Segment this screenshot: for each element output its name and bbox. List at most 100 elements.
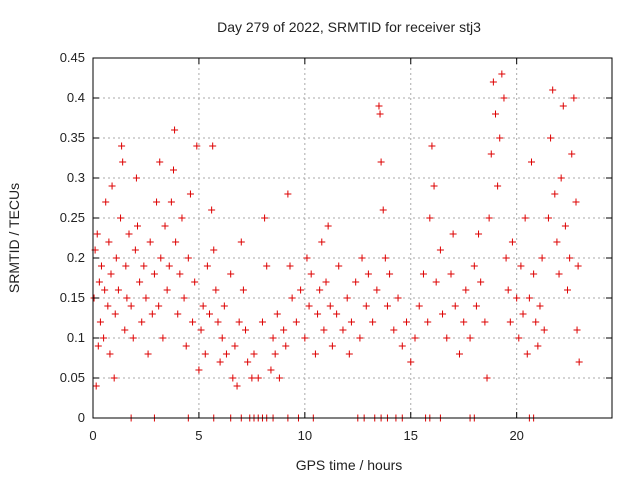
data-point xyxy=(439,310,447,318)
y-axis-ticks: 0 0.05 0.1 0.15 0.2 0.25 0.3 0.35 0.4 0.45 xyxy=(60,50,612,425)
data-point xyxy=(356,334,364,342)
data-point xyxy=(303,254,311,262)
data-point xyxy=(129,334,137,342)
data-point xyxy=(390,326,398,334)
data-point xyxy=(472,302,480,310)
data-point xyxy=(275,374,283,382)
data-point xyxy=(540,326,548,334)
data-point xyxy=(107,270,115,278)
data-point xyxy=(343,294,351,302)
data-point xyxy=(235,318,243,326)
data-point xyxy=(411,334,419,342)
data-point xyxy=(176,270,184,278)
data-point xyxy=(104,302,112,310)
data-point xyxy=(358,254,366,262)
data-point xyxy=(534,342,542,350)
data-point xyxy=(220,302,228,310)
data-point xyxy=(208,206,216,214)
data-point xyxy=(525,294,533,302)
data-point xyxy=(150,270,158,278)
data-point xyxy=(123,294,131,302)
data-point xyxy=(485,214,493,222)
x-axis-label: GPS time / hours xyxy=(296,457,403,473)
data-point xyxy=(379,206,387,214)
data-point xyxy=(377,158,385,166)
data-point xyxy=(339,326,347,334)
y-tick-label: 0.3 xyxy=(67,170,85,185)
data-point xyxy=(551,190,559,198)
data-point xyxy=(561,222,569,230)
data-point xyxy=(254,374,262,382)
y-tick-label: 0.15 xyxy=(60,290,85,305)
data-point xyxy=(326,302,334,310)
data-point xyxy=(553,238,561,246)
data-point xyxy=(403,318,411,326)
data-point xyxy=(496,134,504,142)
data-point xyxy=(311,350,319,358)
data-point xyxy=(508,238,516,246)
data-point xyxy=(197,326,205,334)
data-point xyxy=(373,286,381,294)
data-point xyxy=(248,374,256,382)
data-point xyxy=(121,326,129,334)
data-point xyxy=(491,110,499,118)
data-point xyxy=(94,342,102,350)
data-point xyxy=(101,286,109,294)
data-point xyxy=(530,270,538,278)
data-point xyxy=(318,238,326,246)
data-point xyxy=(324,222,332,230)
data-point xyxy=(280,326,288,334)
data-point xyxy=(519,310,527,318)
data-point xyxy=(146,238,154,246)
data-point xyxy=(494,182,502,190)
x-tick-label: 10 xyxy=(298,428,312,443)
data-point xyxy=(517,262,525,270)
x-tick-label: 0 xyxy=(89,428,96,443)
plot-frame xyxy=(92,57,613,419)
data-point xyxy=(97,262,105,270)
data-point xyxy=(112,254,120,262)
data-point xyxy=(292,318,300,326)
data-point xyxy=(165,262,173,270)
data-point xyxy=(477,278,485,286)
data-point xyxy=(335,262,343,270)
data-point xyxy=(316,286,324,294)
data-point xyxy=(133,222,141,230)
data-point xyxy=(506,318,514,326)
data-point xyxy=(424,318,432,326)
data-point xyxy=(214,318,222,326)
data-point xyxy=(532,318,540,326)
data-point xyxy=(504,286,512,294)
data-point xyxy=(178,214,186,222)
data-point xyxy=(523,350,531,358)
data-point xyxy=(451,302,459,310)
data-point xyxy=(301,334,309,342)
y-tick-label: 0.45 xyxy=(60,50,85,65)
data-point xyxy=(229,374,237,382)
data-point xyxy=(502,254,510,262)
data-point xyxy=(100,334,108,342)
data-point xyxy=(386,270,394,278)
data-point xyxy=(102,198,110,206)
data-point xyxy=(568,150,576,158)
data-point xyxy=(233,382,241,390)
data-point xyxy=(125,230,133,238)
data-point xyxy=(547,134,555,142)
data-point xyxy=(111,310,119,318)
data-point xyxy=(521,214,529,222)
data-point xyxy=(557,174,565,182)
data-point xyxy=(189,318,197,326)
data-point xyxy=(362,302,370,310)
data-point xyxy=(195,366,203,374)
data-point xyxy=(271,350,279,358)
data-point xyxy=(322,278,330,286)
data-point xyxy=(487,150,495,158)
data-point xyxy=(282,342,290,350)
data-point xyxy=(239,286,247,294)
data-point xyxy=(515,334,523,342)
data-point xyxy=(376,110,384,118)
x-tick-label: 15 xyxy=(404,428,418,443)
data-point xyxy=(352,278,360,286)
data-point xyxy=(407,358,415,366)
data-point xyxy=(555,270,563,278)
